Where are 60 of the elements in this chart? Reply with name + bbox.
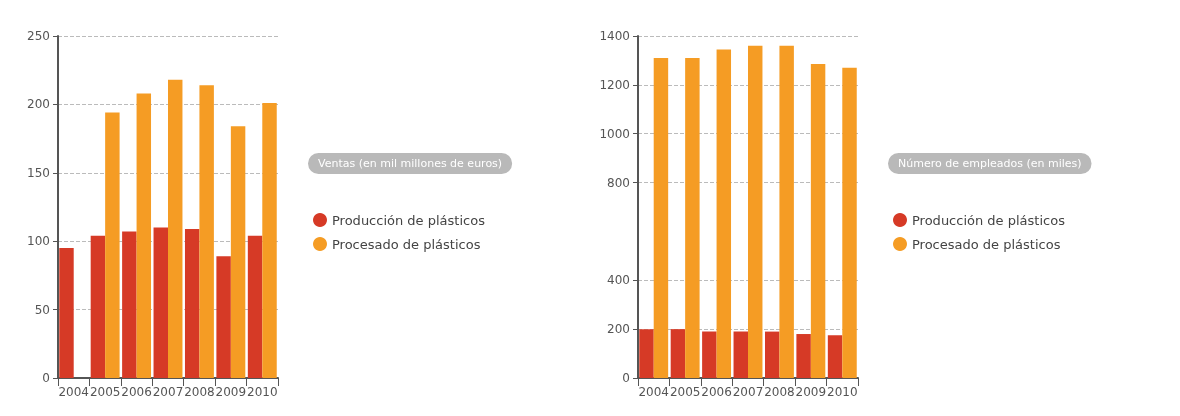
x-tick-label: 2009 bbox=[215, 385, 247, 399]
bar bbox=[702, 331, 717, 378]
legend-label: Procesado de plásticos bbox=[912, 236, 1061, 252]
bar bbox=[262, 103, 277, 378]
x-tick-label: 2010 bbox=[827, 385, 858, 399]
x-tick-label: 2007 bbox=[152, 385, 184, 399]
bar bbox=[670, 329, 686, 378]
bar bbox=[105, 112, 120, 378]
bar bbox=[184, 228, 200, 378]
bar bbox=[796, 334, 811, 378]
bar bbox=[842, 67, 857, 378]
y-tick-label: 50 bbox=[34, 302, 50, 317]
y-tick-label: 0 bbox=[622, 371, 630, 385]
x-tick-label: 2006 bbox=[121, 385, 152, 399]
legend-label: Producción de plásticos bbox=[912, 212, 1066, 228]
bar bbox=[733, 331, 748, 378]
y-tick-label: 1400 bbox=[599, 29, 630, 43]
y-tick-label: 200 bbox=[607, 322, 630, 337]
y-tick-label: 1000 bbox=[599, 126, 630, 141]
x-tick-label: 2008 bbox=[184, 385, 215, 399]
bar bbox=[90, 235, 106, 378]
x-tick-label: 2008 bbox=[764, 385, 795, 399]
bar bbox=[122, 231, 137, 378]
legend-label: Producción de plásticos bbox=[332, 212, 486, 228]
x-tick-label: 2004 bbox=[58, 385, 89, 399]
y-tick-label: 800 bbox=[607, 175, 630, 190]
y-tick-label: 150 bbox=[27, 165, 50, 180]
x-tick-label: 2006 bbox=[701, 385, 732, 399]
x-tick-label: 2005 bbox=[669, 385, 701, 399]
bar bbox=[779, 45, 794, 378]
y-tick-label: 0 bbox=[42, 371, 50, 385]
bar bbox=[216, 256, 231, 378]
bar bbox=[168, 79, 183, 378]
bar bbox=[230, 126, 246, 378]
bar bbox=[764, 331, 780, 378]
x-tick-label: 2010 bbox=[247, 385, 278, 399]
bar bbox=[199, 85, 214, 378]
y-tick-label: 1200 bbox=[599, 77, 630, 92]
x-tick-label: 2004 bbox=[638, 385, 669, 399]
bar bbox=[810, 64, 826, 378]
bar bbox=[136, 93, 152, 378]
x-tick-label: 2007 bbox=[732, 385, 764, 399]
y-tick-label: 250 bbox=[27, 29, 50, 43]
bar bbox=[59, 248, 74, 378]
x-tick-label: 2009 bbox=[795, 385, 827, 399]
bar bbox=[153, 227, 168, 378]
bar bbox=[685, 57, 700, 378]
y-tick-label: 200 bbox=[27, 97, 50, 112]
legend-title: Ventas (en mil millones de euros) bbox=[318, 157, 503, 170]
y-tick-label: 400 bbox=[607, 273, 630, 288]
legend-label: Procesado de plásticos bbox=[332, 236, 481, 252]
legend-title: Número de empleados (en miles) bbox=[898, 157, 1082, 170]
y-tick-label: 100 bbox=[27, 234, 50, 249]
bar bbox=[716, 49, 732, 378]
x-tick-label: 2005 bbox=[89, 385, 121, 399]
bar bbox=[247, 235, 263, 378]
bar bbox=[653, 57, 669, 378]
bar bbox=[639, 329, 654, 378]
bar bbox=[827, 335, 843, 378]
bar bbox=[748, 45, 763, 378]
